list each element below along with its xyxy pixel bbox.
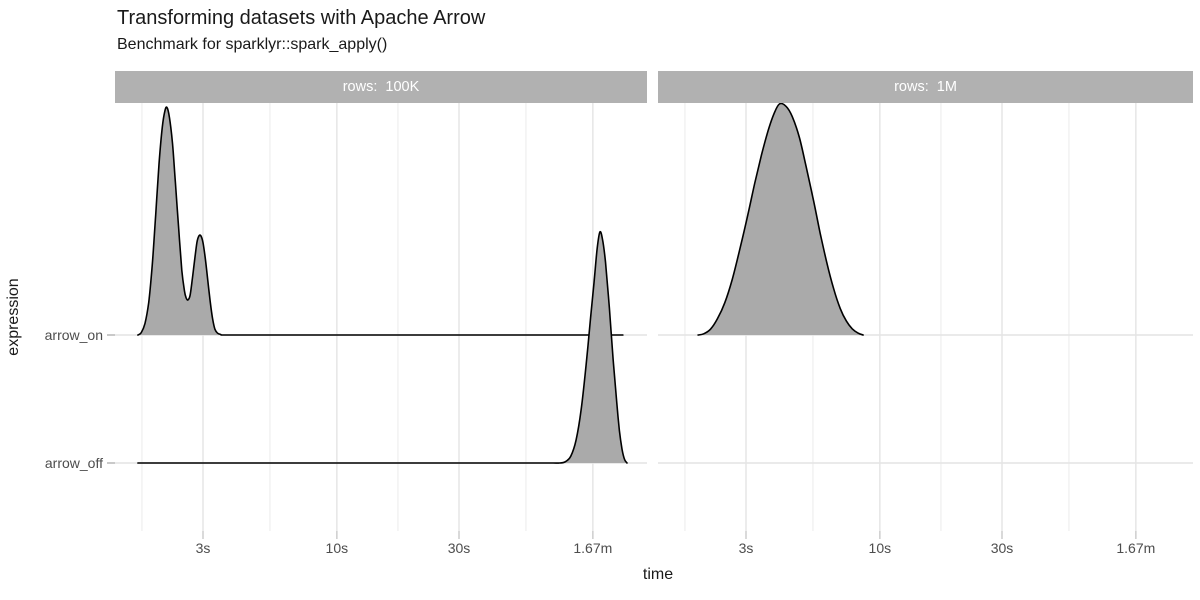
chart-subtitle: Benchmark for sparklyr::spark_apply() xyxy=(117,36,388,53)
chart-title: Transforming datasets with Apache Arrow xyxy=(117,7,486,29)
x-axis-title: time xyxy=(642,566,674,583)
facet-strip-100k: rows: 100K xyxy=(115,71,647,103)
density-panel-1m xyxy=(658,103,1193,539)
x-tick-label-3s: 3s xyxy=(195,540,211,556)
y-axis-title: expression xyxy=(5,278,22,356)
x-tick-label-30s: 30s xyxy=(990,540,1014,556)
y-tick-arrow-off xyxy=(107,462,115,464)
facet-strip-label: rows: 1M xyxy=(894,79,957,95)
x-tick-label-3s: 3s xyxy=(738,540,754,556)
x-tick-label-30s: 30s xyxy=(447,540,471,556)
y-label-arrow-off: arrow_off xyxy=(44,455,103,471)
x-tick-label-10s: 10s xyxy=(868,540,892,556)
facet-strip-label: rows: 100K xyxy=(342,79,420,95)
x-tick-label-1-67m: 1.67m xyxy=(573,540,613,556)
y-tick-arrow-on xyxy=(107,334,115,336)
x-tick-label-1-67m: 1.67m xyxy=(1116,540,1156,556)
x-tick-label-10s: 10s xyxy=(325,540,349,556)
density-panel-100k xyxy=(115,103,647,539)
y-label-arrow-on: arrow_on xyxy=(44,327,103,343)
facet-strip-1m: rows: 1M xyxy=(658,71,1193,103)
